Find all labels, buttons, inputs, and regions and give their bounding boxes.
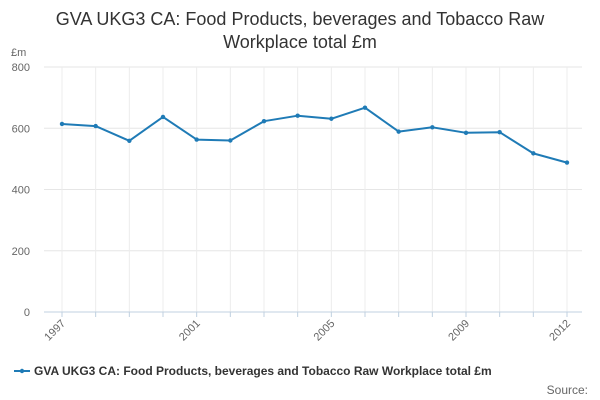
source-label: Source: [546,383,588,397]
x-tick-label: 2001 [177,318,203,344]
chart-title-line-2: Workplace total £m [223,32,377,52]
y-axis-unit-label: £m [11,47,26,59]
chart-title: GVA UKG3 CA: Food Products, beverages an… [0,8,600,54]
grid-lines [44,66,582,312]
data-point[interactable] [463,130,469,136]
y-tick-label: 0 [24,307,30,319]
data-point[interactable] [93,123,98,129]
data-point[interactable] [531,151,536,156]
data-point[interactable] [396,129,401,134]
data-point[interactable] [362,105,368,110]
axes: £m [11,47,582,317]
data-point[interactable] [497,130,502,135]
x-tick-label: 1997 [42,318,68,344]
data-point[interactable] [295,113,300,118]
legend-marker[interactable] [19,368,25,374]
data-point[interactable] [261,119,267,124]
y-tick-labels: 0 200 400 600 800 [12,62,30,319]
y-tick-label: 200 [12,246,30,258]
x-tick-label: 2009 [446,318,472,344]
data-point[interactable] [127,138,132,144]
x-tick-label: 2012 [547,318,573,344]
series-layer [59,105,570,165]
x-tick-labels: 1997 2001 2005 2009 2012 [42,318,573,344]
series-line[interactable] [61,106,568,164]
data-point[interactable] [228,138,233,143]
y-tick-label: 600 [12,123,30,135]
legend-label[interactable]: GVA UKG3 CA: Food Products, beverages an… [34,364,492,378]
legend[interactable]: GVA UKG3 CA: Food Products, beverages an… [14,364,492,378]
data-point[interactable] [59,121,65,127]
x-tick-label: 2005 [312,318,338,344]
y-tick-label: 400 [12,185,30,197]
data-point[interactable] [160,114,166,120]
data-point[interactable] [329,116,334,121]
data-point[interactable] [194,137,199,142]
chart-title-line-1: GVA UKG3 CA: Food Products, beverages an… [55,9,545,29]
data-point[interactable] [430,125,435,130]
y-tick-label: 800 [12,62,30,74]
data-point[interactable] [564,160,570,165]
